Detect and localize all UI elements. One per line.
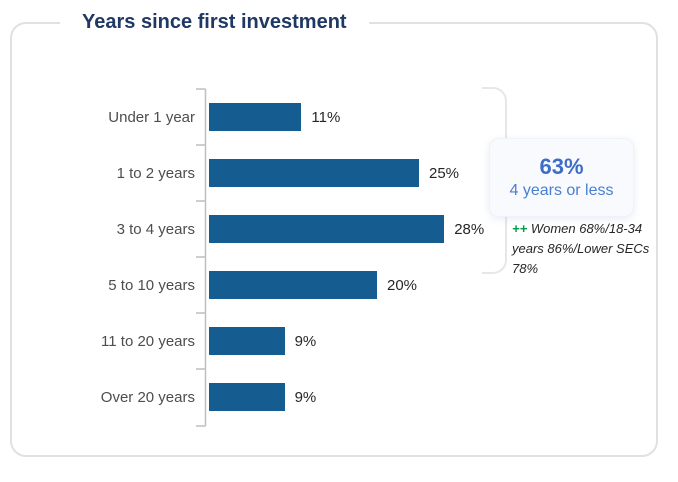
bar-rows: Under 1 year 11% 1 to 2 years 25% 3 to 4… <box>0 89 658 425</box>
bar-row: 11 to 20 years 9% <box>0 313 658 369</box>
callout-label: 4 years or less <box>509 181 614 199</box>
bar <box>209 103 302 131</box>
category-label: Under 1 year <box>108 108 195 126</box>
bar <box>209 159 419 187</box>
bar <box>209 271 377 299</box>
value-label: 9% <box>294 388 317 406</box>
bar-chart: Under 1 year 11% 1 to 2 years 25% 3 to 4… <box>0 88 658 427</box>
bar-row: Under 1 year 11% <box>0 89 658 145</box>
bar-track: 11% <box>209 103 340 131</box>
callout-value: 63% <box>539 153 584 179</box>
bar-track: 25% <box>209 159 459 187</box>
bar-track: 9% <box>209 383 316 411</box>
annotation-text: Women 68%/18-34 years 86%/Lower SECs 78% <box>512 221 650 277</box>
category-label: 3 to 4 years <box>116 220 195 238</box>
bar-track: 20% <box>209 271 417 299</box>
bar <box>209 215 445 243</box>
category-label: 11 to 20 years <box>101 332 195 350</box>
value-label: 25% <box>429 164 460 182</box>
bar <box>209 383 285 411</box>
bar-row: 1 to 2 years 25% <box>0 145 658 201</box>
category-label: Over 20 years <box>100 388 195 406</box>
value-label: 28% <box>454 220 485 238</box>
callout-box: 63% 4 years or less <box>489 138 634 217</box>
chart-title: Years since first investment <box>60 9 369 35</box>
annotation-marker: ++ <box>512 221 528 236</box>
category-label: 5 to 10 years <box>108 276 195 294</box>
bar-track: 9% <box>209 327 316 355</box>
subgroup-annotation: ++ Women 68%/18-34 years 86%/Lower SECs … <box>512 219 658 279</box>
y-axis <box>196 88 207 427</box>
bar-row: 3 to 4 years 28% <box>0 201 658 257</box>
bar-row: 5 to 10 years 20% <box>0 257 658 313</box>
value-label: 9% <box>294 332 317 350</box>
value-label: 11% <box>311 108 341 126</box>
bar-track: 28% <box>209 215 484 243</box>
bar <box>209 327 285 355</box>
category-label: 1 to 2 years <box>116 164 195 182</box>
value-label: 20% <box>387 276 418 294</box>
bar-row: Over 20 years 9% <box>0 369 658 425</box>
